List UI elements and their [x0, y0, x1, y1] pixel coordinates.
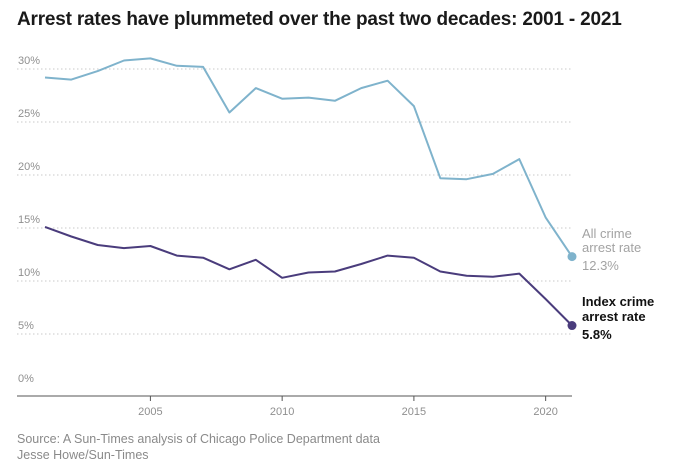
chart-title: Arrest rates have plummeted over the pas…	[17, 9, 622, 30]
grid-lines	[17, 68, 572, 335]
all-crime-end-value: 12.3%	[582, 258, 619, 273]
index-crime-label-line1: Index crime	[582, 294, 654, 309]
x-axis: 2005 2010 2015 2020	[17, 395, 572, 418]
y-tick-label: 15%	[18, 214, 40, 226]
y-tick-label: 25%	[18, 108, 40, 120]
x-tick-label: 2005	[138, 406, 162, 418]
end-marker-index	[567, 321, 577, 331]
x-tick-label: 2015	[402, 406, 426, 418]
x-tick-label: 2010	[270, 406, 294, 418]
y-tick-label: 0%	[18, 373, 34, 385]
y-tick-label: 5%	[18, 320, 34, 332]
index-crime-label-line2: arrest rate	[582, 309, 646, 324]
end-marker-all	[567, 252, 577, 262]
all-crime-label-line1: All crime	[582, 226, 632, 241]
line-chart: 0% 5% 10% 15% 20% 25% 30% 2005 2010 2015 2020 All…	[17, 55, 654, 418]
credit-note: Jesse Howe/Sun-Times	[17, 448, 149, 462]
x-tick-label: 2020	[533, 406, 557, 418]
y-axis: 0% 5% 10% 15% 20% 25% 30%	[18, 55, 40, 385]
series-line-index	[44, 225, 573, 327]
index-crime-end-value: 5.8%	[582, 327, 612, 342]
series-line-all	[44, 57, 573, 258]
y-tick-label: 30%	[18, 55, 40, 67]
all-crime-label-line2: arrest rate	[582, 240, 641, 255]
series-lines	[44, 57, 577, 331]
y-tick-label: 10%	[18, 267, 40, 279]
source-note: Source: A Sun-Times analysis of Chicago …	[17, 432, 380, 446]
y-tick-label: 20%	[18, 161, 40, 173]
